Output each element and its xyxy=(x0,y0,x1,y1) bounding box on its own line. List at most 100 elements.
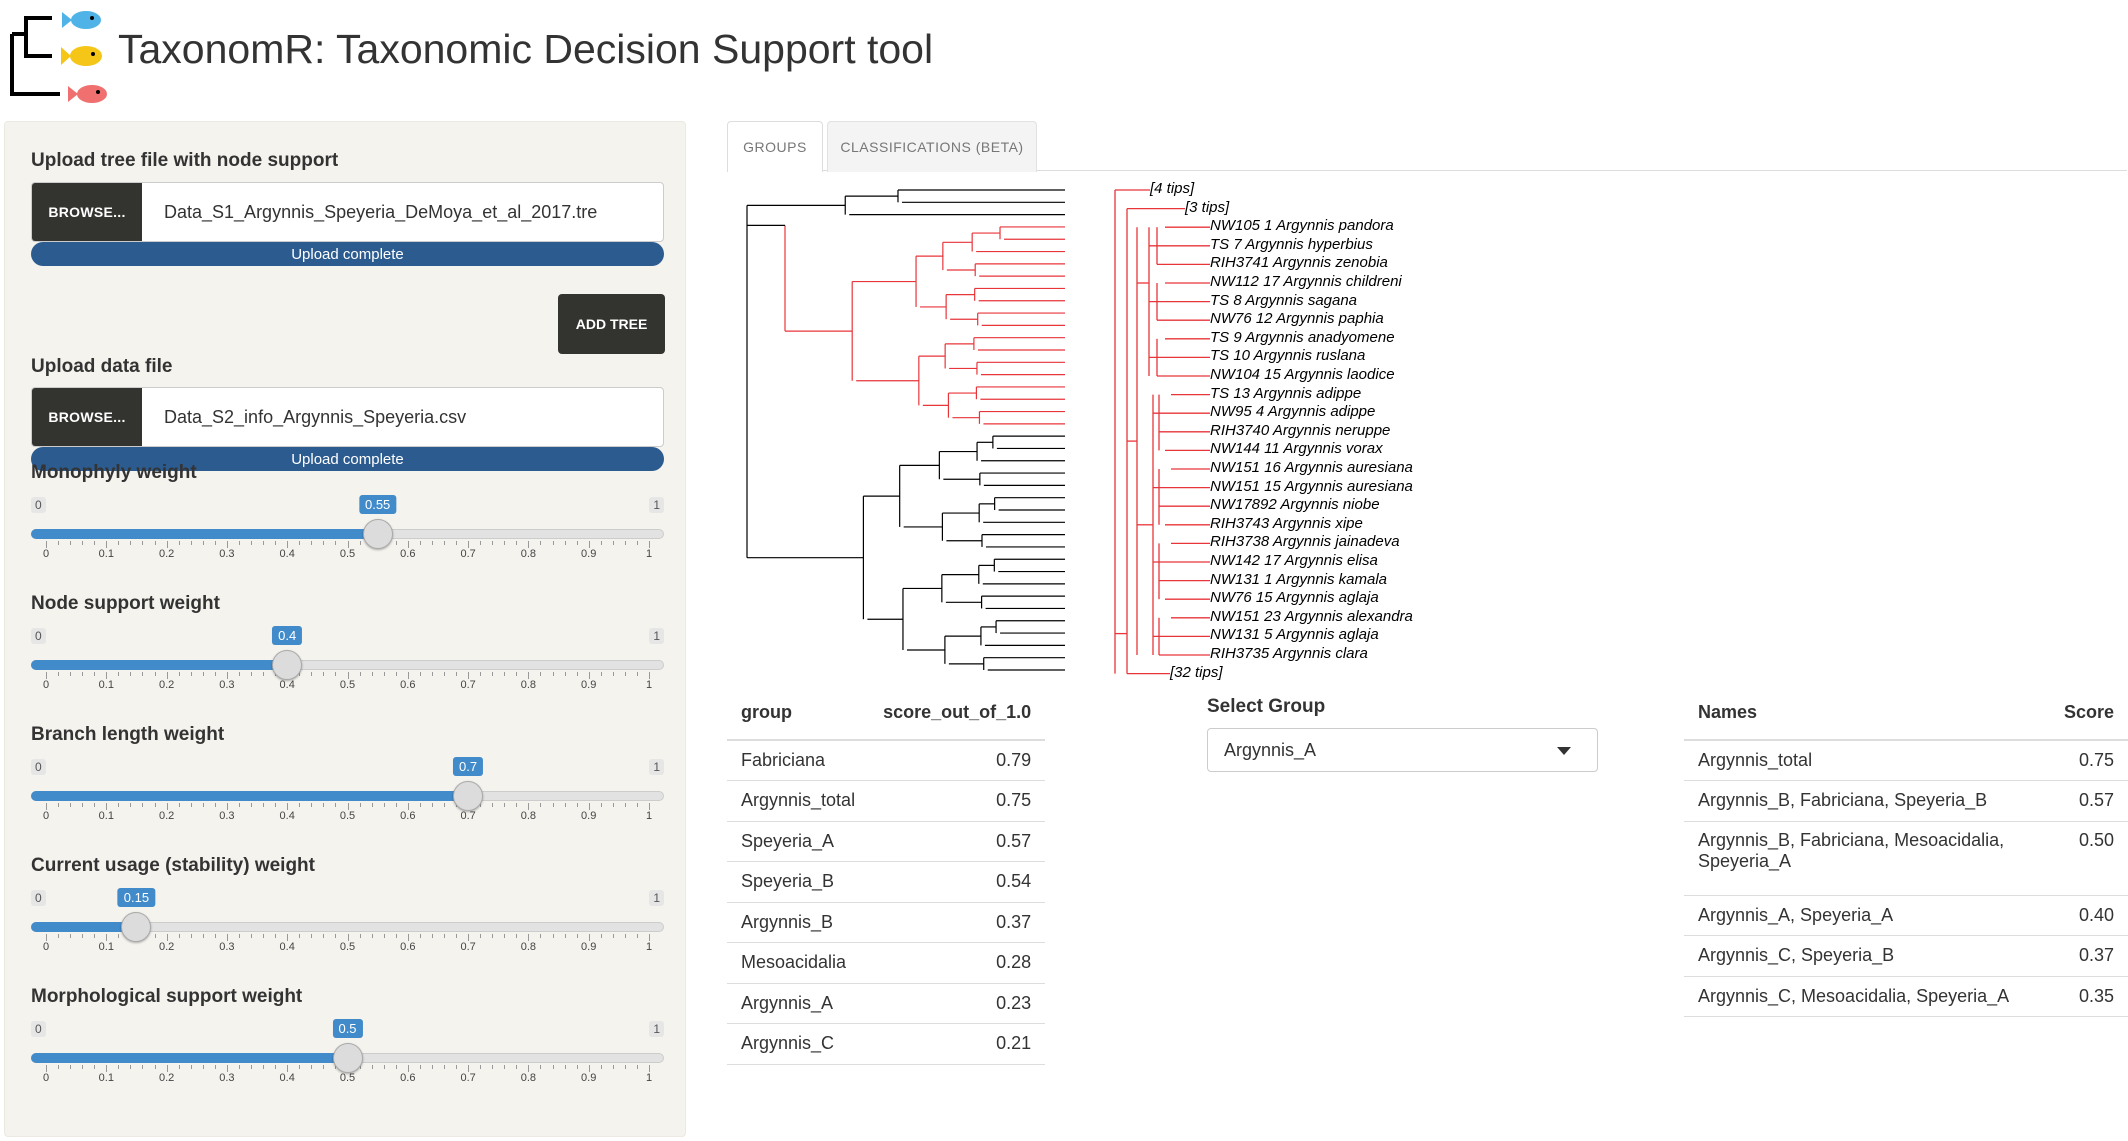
slider-minor-tick xyxy=(130,672,132,676)
slider-minor-tick xyxy=(600,1065,602,1069)
slider-minor-tick xyxy=(130,1065,132,1069)
weight-slider[interactable]: 0 1 0 0.1 0.2 0.3 0.4 0.5 0.6 0.7 0.8 0.9 1 0.5 xyxy=(31,1019,664,1101)
slider-tick-label: 0.3 xyxy=(219,1072,235,1084)
tab-classifications[interactable]: CLASSIFICATIONS (BETA) xyxy=(827,121,1037,172)
data-browse-button[interactable]: BROWSE... xyxy=(32,388,142,446)
tree-file-input[interactable]: BROWSE... Data_S1_Argynnis_Speyeria_DeMo… xyxy=(31,182,664,242)
slider-minor-tick xyxy=(58,672,60,676)
slider-minor-tick xyxy=(263,934,265,938)
slider-minor-tick xyxy=(263,1065,265,1069)
slider-minor-tick xyxy=(576,672,578,676)
group-score-cell: 0.75 xyxy=(869,780,1046,822)
slider-tick-label: 0.7 xyxy=(460,941,476,953)
names-score-column-header[interactable]: Score xyxy=(2024,686,2128,741)
slider-minor-tick xyxy=(299,1065,301,1069)
table-row: Argynnis_C 0.21 xyxy=(727,1023,1046,1065)
slider-minor-tick xyxy=(58,541,60,545)
slider-handle[interactable] xyxy=(272,650,303,680)
table-row: Argynnis_B, Fabriciana, Speyeria_B 0.57 xyxy=(1684,780,2128,822)
score-column-header[interactable]: score_out_of_1.0 xyxy=(869,686,1046,741)
tab-groups[interactable]: GROUPS xyxy=(727,121,823,172)
slider-minor-tick xyxy=(214,672,216,676)
slider-tick xyxy=(347,541,349,548)
slider-tick-label: 1 xyxy=(645,548,653,560)
slider-handle[interactable] xyxy=(453,781,484,811)
slider-tick-label: 0.3 xyxy=(219,679,235,691)
slider-tick-label: 0.6 xyxy=(400,548,416,560)
slider-minor-tick xyxy=(492,934,494,938)
slider-minor-tick xyxy=(323,934,325,938)
slider-minor-tick xyxy=(82,541,84,545)
slider-minor-tick xyxy=(82,934,84,938)
slider-fill xyxy=(31,922,137,932)
slider-handle[interactable] xyxy=(121,912,152,942)
slider-tick-label: 0 xyxy=(42,1072,50,1084)
slider-minor-tick xyxy=(238,1065,240,1069)
group-name-cell: Argynnis_B xyxy=(727,902,870,943)
slider-minor-tick xyxy=(383,934,385,938)
slider-minor-tick xyxy=(419,672,421,676)
slider-minor-tick xyxy=(238,934,240,938)
tip-label: TS 13 Argynnis adippe xyxy=(1210,384,1362,402)
tip-label: [3 tips] xyxy=(1185,198,1230,216)
tip-label: RIH3735 Argynnis clara xyxy=(1210,645,1368,662)
slider-minor-tick xyxy=(504,672,506,676)
add-tree-button[interactable]: ADD TREE xyxy=(558,294,665,354)
slider-tick-label: 0.3 xyxy=(219,548,235,560)
slider-minor-tick xyxy=(564,803,566,807)
tip-label: NW104 15 Argynnis laodice xyxy=(1210,366,1395,383)
slider-fill xyxy=(31,791,469,801)
slider-tick-label: 0.7 xyxy=(460,548,476,560)
slider-handle[interactable] xyxy=(362,519,393,549)
select-group-dropdown[interactable]: Argynnis_A xyxy=(1207,728,1598,772)
slider-minor-tick xyxy=(202,803,204,807)
weight-slider[interactable]: 0 1 0 0.1 0.2 0.3 0.4 0.5 0.6 0.7 0.8 0.9 1 0.7 xyxy=(31,757,664,839)
slider-minor-tick xyxy=(480,541,482,545)
slider-tick-label: 0.8 xyxy=(520,548,537,560)
slider-tick xyxy=(287,541,289,548)
slider-tick-label: 0.6 xyxy=(400,1072,416,1084)
slider-minor-tick xyxy=(323,541,325,545)
slider-minor-tick xyxy=(323,803,325,807)
slider-minor-tick xyxy=(540,934,542,938)
tree-browse-button[interactable]: BROWSE... xyxy=(32,183,142,241)
slider-minor-tick xyxy=(492,541,494,545)
slider-tick xyxy=(226,1065,228,1072)
slider-handle[interactable] xyxy=(332,1043,363,1073)
names-cell: Argynnis_C, Mesoacidalia, Speyeria_A xyxy=(1684,976,2024,1017)
slider-tick xyxy=(468,672,470,679)
data-file-input[interactable]: BROWSE... Data_S2_info_Argynnis_Speyeria… xyxy=(31,387,664,447)
weight-slider[interactable]: 0 1 0 0.1 0.2 0.3 0.4 0.5 0.6 0.7 0.8 0.9 1 0.55 xyxy=(31,495,664,577)
groups-table: group score_out_of_1.0 Fabriciana 0.79 Arg… xyxy=(727,686,1046,1065)
table-row: Argynnis_B, Fabriciana, Mesoacidalia, Sp… xyxy=(1684,821,2128,896)
names-cell: Argynnis_total xyxy=(1684,740,2024,781)
slider-min-label: 0 xyxy=(31,890,46,906)
slider-minor-tick xyxy=(552,541,554,545)
names-table: Names Score Argynnis_total 0.75 Argynnis_B… xyxy=(1684,686,2128,1017)
names-column-header[interactable]: Names xyxy=(1684,686,2024,741)
weight-slider[interactable]: 0 1 0 0.1 0.2 0.3 0.4 0.5 0.6 0.7 0.8 0.9 1 0.15 xyxy=(31,888,664,970)
slider-minor-tick xyxy=(238,672,240,676)
slider-minor-tick xyxy=(299,934,301,938)
slider-minor-tick xyxy=(443,672,445,676)
group-column-header[interactable]: group xyxy=(727,686,870,741)
slider-minor-tick xyxy=(118,672,120,676)
slider-tick-label: 0.9 xyxy=(581,941,597,953)
slider-minor-tick xyxy=(178,541,180,545)
slider-minor-tick xyxy=(142,1065,144,1069)
slider-tick xyxy=(46,803,47,810)
slider-tick xyxy=(287,1065,289,1072)
slider-minor-tick xyxy=(214,803,216,807)
slider-minor-tick xyxy=(419,934,421,938)
slider-min-label: 0 xyxy=(31,759,46,775)
slider-minor-tick xyxy=(431,934,433,938)
slider-minor-tick xyxy=(564,1065,566,1069)
slider-tick-label: 0.1 xyxy=(98,1072,114,1084)
slider-minor-tick xyxy=(431,1065,433,1069)
weight-slider[interactable]: 0 1 0 0.1 0.2 0.3 0.4 0.5 0.6 0.7 0.8 0.9 1 0.4 xyxy=(31,626,664,708)
slider-minor-tick xyxy=(576,934,578,938)
slider-tick xyxy=(649,934,650,941)
slider-tick xyxy=(166,934,168,941)
slider-tick-label: 0.4 xyxy=(279,679,295,691)
slider-minor-tick xyxy=(564,541,566,545)
